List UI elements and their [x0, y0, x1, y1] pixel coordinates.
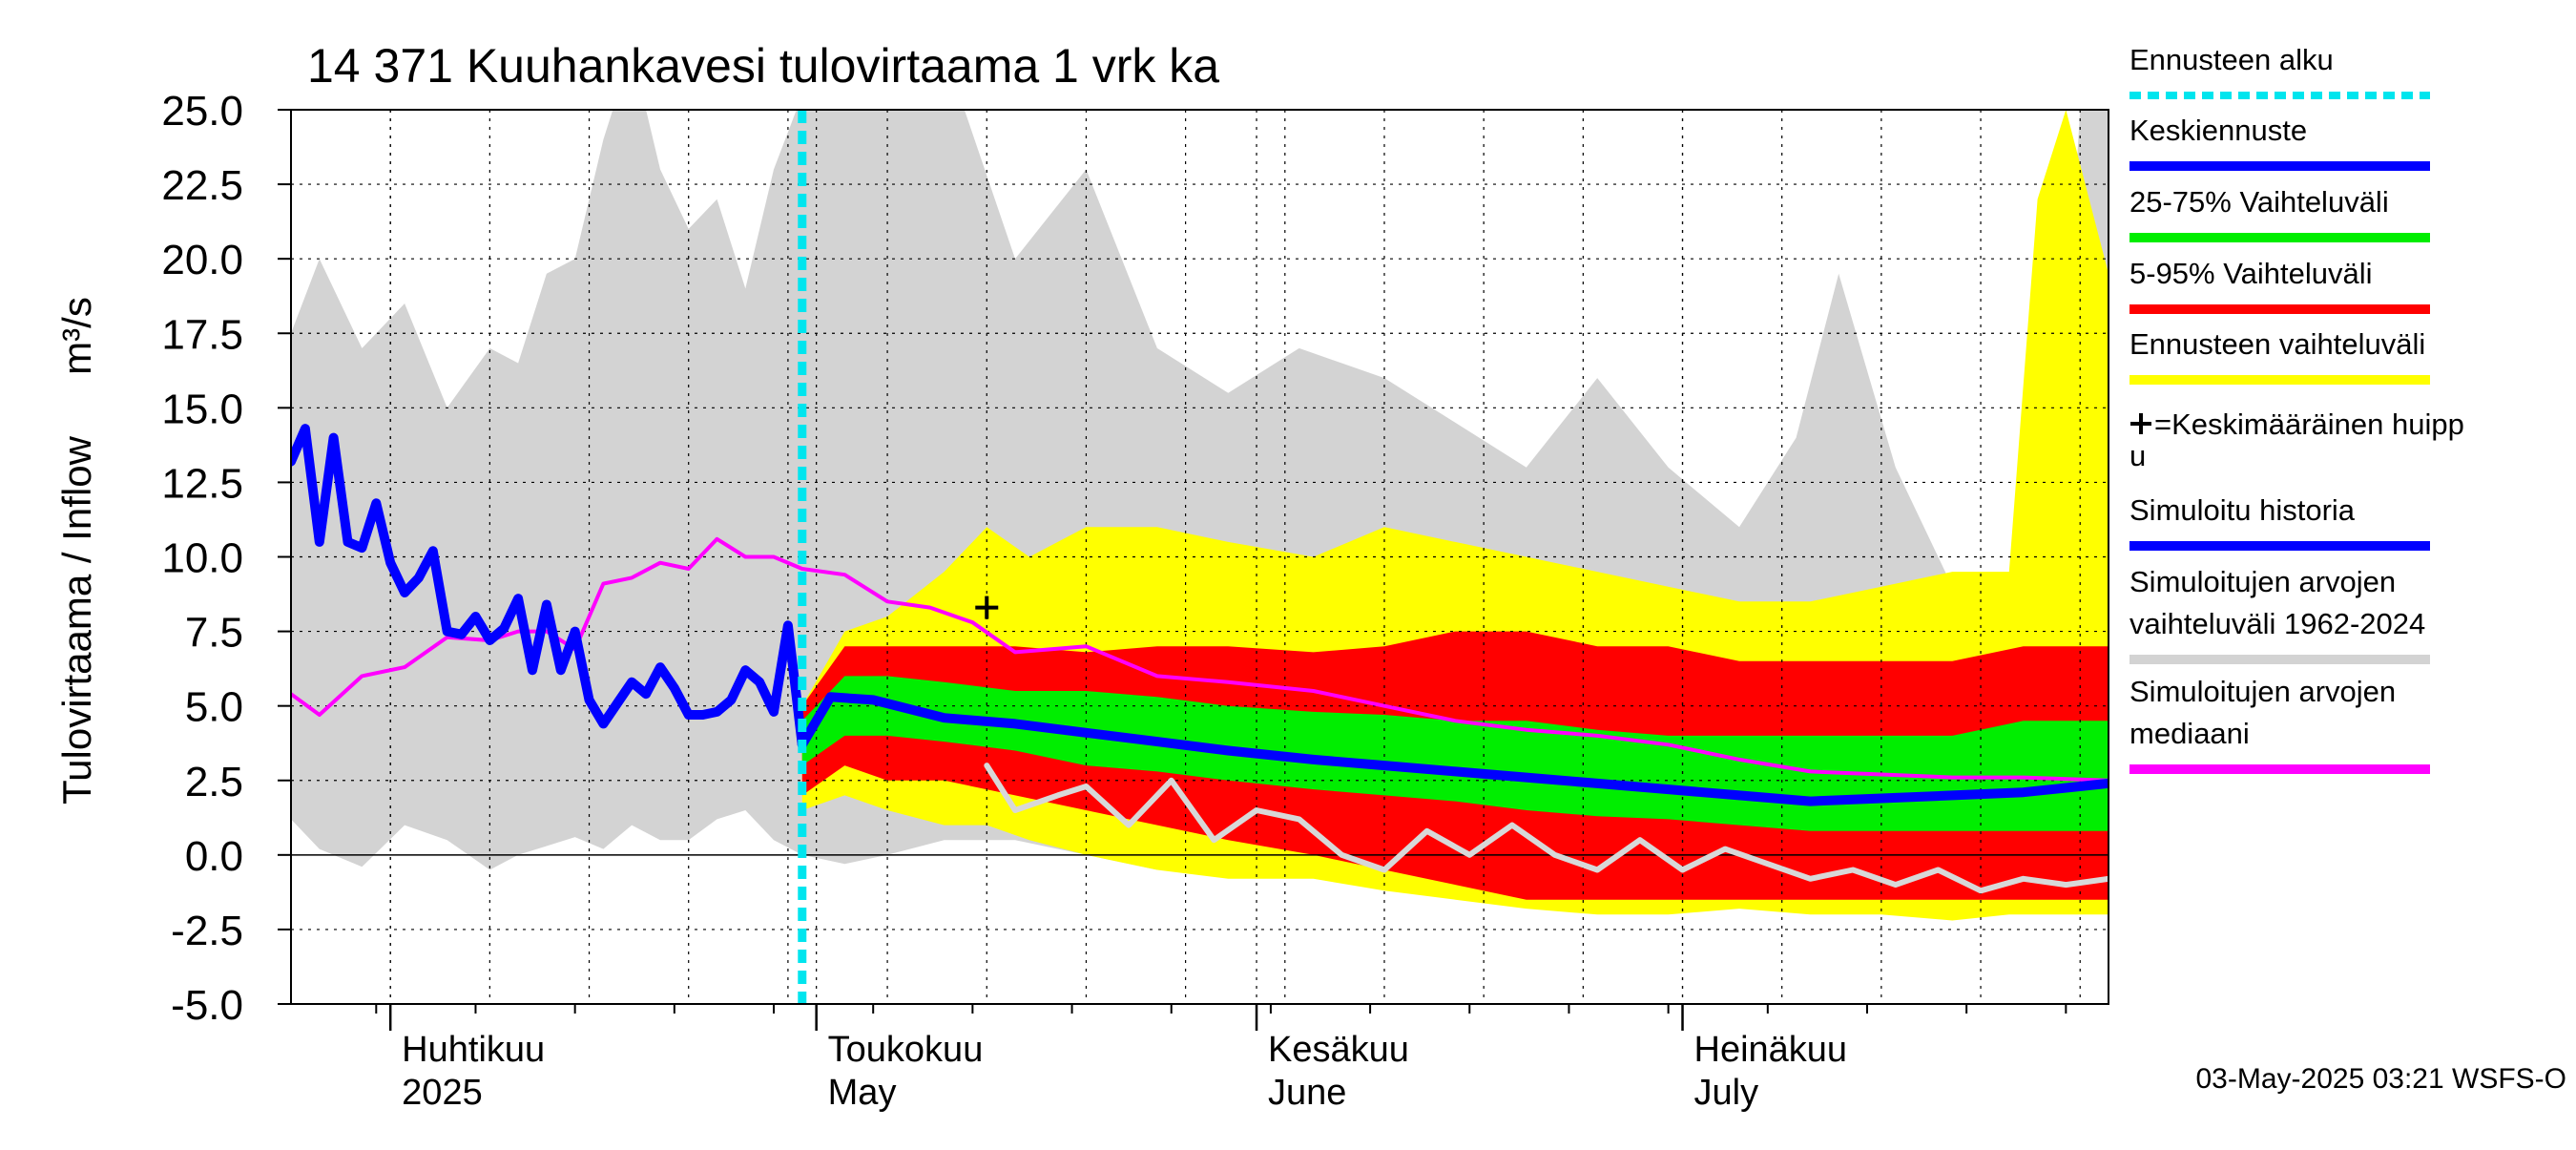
y-tick-label: 17.5: [161, 311, 243, 358]
mean-peak-marker: [975, 596, 999, 619]
month-label-fi: Huhtikuu: [402, 1030, 545, 1070]
legend-label-2: u: [2129, 439, 2146, 472]
legend-item-5-95-vaihteluvali: 5-95% Vaihteluväli: [2129, 257, 2430, 314]
legend: Ennusteen alku Keskiennuste 25-75% Vaihtel…: [2129, 43, 2464, 774]
line-simuloitujen-arvojen-mediaani: [291, 536, 2109, 783]
y-tick-label: 15.0: [161, 386, 243, 432]
legend-item-25-75-vaihteluvali: 25-75% Vaihteluväli: [2129, 185, 2430, 242]
legend-label-2: mediaani: [2129, 717, 2250, 750]
legend-label: Ennusteen vaihteluväli: [2129, 327, 2425, 361]
line-single-year: [984, 763, 2109, 894]
legend-label: Simuloitujen arvojen: [2129, 565, 2396, 598]
grid-lines: [291, 110, 2109, 1004]
legend-label: 25-75% Vaihteluväli: [2129, 185, 2389, 219]
legend-item-ennusteen-alku: Ennusteen alku: [2129, 43, 2430, 99]
legend-item-simuloitujen-arvojen-mediaani: Simuloitujen arvojen mediaani: [2129, 675, 2430, 774]
y-tick-label: 25.0: [161, 88, 243, 135]
plot-area: [290, 109, 2109, 1005]
month-label-en: 2025: [402, 1073, 483, 1113]
y-tick-label: -5.0: [171, 982, 243, 1029]
y-axis-label: Tulovirtaama / Inflow: [54, 435, 99, 805]
legend-label: 5-95% Vaihteluväli: [2129, 257, 2372, 290]
legend-label: Simuloitujen arvojen: [2129, 675, 2396, 708]
chart-title: 14 371 Kuuhankavesi tulovirtaama 1 vrk k…: [307, 39, 1219, 93]
legend-label: Ennusteen alku: [2129, 43, 2334, 76]
legend-label: Simuloitu historia: [2129, 493, 2356, 527]
legend-label: Keskiennuste: [2129, 114, 2307, 147]
y-tick-label: 7.5: [185, 610, 243, 657]
band-25-75-vaihteluvali: [801, 676, 2109, 831]
legend-label: =Keskimääräinen huipp: [2154, 408, 2464, 441]
footer-timestamp: 03-May-2025 03:21 WSFS-O: [2196, 1063, 2567, 1095]
series-lines: [291, 424, 2109, 894]
legend-item-keskiennuste: Keskiennuste: [2129, 114, 2430, 171]
data-layer: [291, 110, 2109, 921]
y-tick-label: 2.5: [185, 759, 243, 805]
y-axis-unit: m³/s: [54, 297, 99, 375]
month-label-en: June: [1268, 1073, 1346, 1113]
y-tick-label: 10.0: [161, 535, 243, 582]
legend-label-2: vaihteluväli 1962-2024: [2129, 607, 2425, 640]
month-label-en: July: [1694, 1073, 1759, 1113]
y-tick-label: 5.0: [185, 684, 243, 731]
y-tick-label: 22.5: [161, 162, 243, 209]
month-label-fi: Toukokuu: [828, 1030, 984, 1070]
y-tick-label: 0.0: [185, 833, 243, 880]
y-tick-label: 20.0: [161, 237, 243, 283]
line-simuloitu-historia: [291, 424, 807, 750]
y-axis: -5.0 -2.5 0.0 2.5 5.0 7.5 10.0 12.5 15.0 17.5 20.0…: [161, 88, 291, 1029]
legend-item-ennusteen-vaihteluvali: Ennusteen vaihteluväli: [2129, 327, 2430, 385]
month-label-fi: Kesäkuu: [1268, 1030, 1409, 1070]
line-keskiennuste: [797, 692, 2109, 806]
month-label-en: May: [828, 1073, 897, 1113]
month-label-fi: Heinäkuu: [1694, 1030, 1848, 1070]
legend-item-simuloitu-historia: Simuloitu historia: [2129, 493, 2430, 551]
y-tick-label: 12.5: [161, 460, 243, 507]
legend-item-simuloitujen-arvojen-vaihteluvali-1962-2024: Simuloitujen arvojen vaihteluväli 1962-20…: [2129, 565, 2430, 664]
y-tick-label: -2.5: [171, 908, 243, 954]
